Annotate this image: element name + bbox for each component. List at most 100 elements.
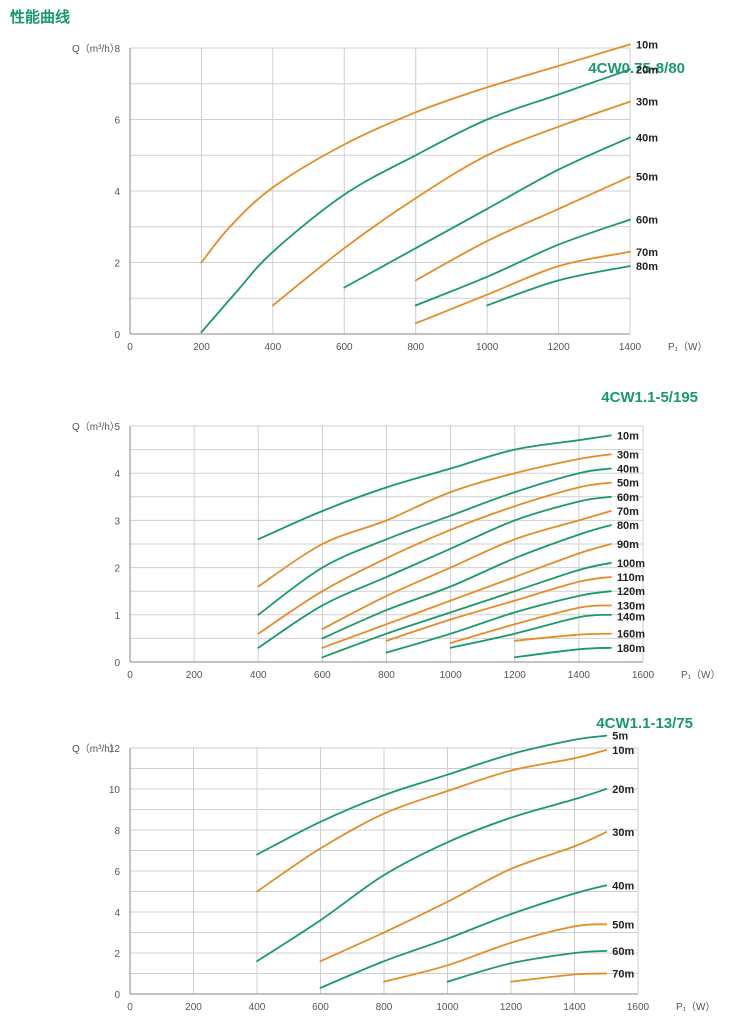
- chart-title: 4CW1.1-5/195: [601, 389, 698, 406]
- series-label-10m: 10m: [636, 39, 658, 51]
- series-line-40m: [257, 467, 612, 616]
- series-line-90m: [321, 543, 612, 649]
- series-label-80m: 80m: [636, 261, 658, 273]
- series-line-100m: [321, 562, 612, 659]
- x-tick-label: 1400: [619, 342, 642, 353]
- series-label-70m: 70m: [612, 969, 634, 981]
- series-label-110m: 110m: [617, 572, 645, 584]
- x-tick-label: 600: [314, 670, 331, 681]
- series-line-60m: [414, 218, 631, 307]
- y-tick-label: 2: [114, 259, 120, 270]
- y-tick-label: 12: [109, 744, 121, 755]
- x-tick-label: 0: [127, 1002, 133, 1013]
- y-axis-label: Q（m³/h）: [72, 43, 120, 55]
- x-tick-label: 1000: [476, 342, 499, 353]
- series-label-40m: 40m: [636, 132, 658, 144]
- chart-4cw075: 0 200 400 600 800 1000 1200 1400 0 2 4 6 8Q（m³/h） P₁（…: [72, 39, 707, 353]
- series-label-140m: 140m: [617, 611, 645, 623]
- x-tick-label: 200: [185, 1002, 202, 1013]
- x-tick-label: 0: [127, 670, 133, 681]
- series-label-130m: 130m: [617, 600, 645, 612]
- series-line-80m: [486, 265, 631, 307]
- x-tick-label: 800: [378, 670, 395, 681]
- series-line-30m: [319, 831, 608, 963]
- x-tick-label: 200: [186, 670, 203, 681]
- series-line-180m: [513, 646, 612, 659]
- x-tick-label: 1600: [632, 670, 655, 681]
- x-tick-label: 1000: [436, 1002, 459, 1013]
- x-tick-label: 1200: [504, 670, 527, 681]
- series-line-50m: [414, 175, 631, 282]
- y-tick-label: 8: [114, 826, 120, 837]
- series-line-160m: [513, 632, 612, 642]
- series-label-30m: 30m: [617, 449, 639, 461]
- series-label-40m: 40m: [612, 880, 634, 892]
- y-tick-label: 5: [114, 422, 120, 433]
- x-tick-label: 1400: [563, 1002, 586, 1013]
- x-axis-label: P₁（W）: [681, 669, 720, 681]
- series-line-20m: [256, 788, 608, 963]
- y-tick-label: 3: [114, 516, 120, 527]
- series-label-180m: 180m: [617, 643, 645, 655]
- series-line-130m: [449, 604, 612, 644]
- x-tick-label: 1000: [440, 670, 463, 681]
- y-tick-label: 4: [114, 187, 120, 198]
- series-line-70m: [321, 510, 612, 630]
- series-line-40m: [319, 884, 608, 989]
- series-label-10m: 10m: [617, 430, 639, 442]
- grid: [129, 747, 639, 995]
- series-label-10m: 10m: [612, 745, 634, 757]
- series-line-10m: [256, 749, 608, 893]
- grid: [129, 47, 631, 335]
- y-tick-label: 6: [114, 867, 120, 878]
- series-line-40m: [343, 136, 631, 289]
- page-title: 性能曲线: [10, 8, 71, 26]
- series-line-70m: [510, 972, 608, 983]
- y-tick-label: 2: [114, 949, 120, 960]
- series-line-50m: [257, 481, 612, 635]
- series-line-10m: [200, 43, 631, 264]
- series-line-30m: [272, 100, 631, 307]
- series-label-80m: 80m: [617, 520, 639, 532]
- series-line-5m: [256, 734, 608, 856]
- series-label-40m: 40m: [617, 463, 639, 475]
- y-tick-label: 4: [114, 469, 120, 480]
- series-label-20m: 20m: [612, 784, 634, 796]
- x-tick-label: 1200: [547, 342, 570, 353]
- series-label-90m: 90m: [617, 539, 639, 551]
- y-tick-label: 1: [114, 611, 120, 622]
- y-tick-label: 2: [114, 564, 120, 575]
- series-label-50m: 50m: [636, 172, 658, 184]
- series-line-70m: [414, 250, 631, 325]
- x-tick-label: 1400: [568, 670, 591, 681]
- series-line-110m: [385, 576, 612, 642]
- x-axis-label: P₁（W）: [668, 341, 707, 353]
- x-tick-label: 800: [376, 1002, 393, 1013]
- series-line-80m: [321, 524, 612, 640]
- x-tick-label: 400: [249, 1002, 266, 1013]
- x-tick-label: 1600: [627, 1002, 650, 1013]
- x-tick-label: 200: [193, 342, 210, 353]
- series-label-50m: 50m: [612, 919, 634, 931]
- series-label-5m: 5m: [612, 731, 628, 743]
- y-tick-label: 0: [114, 990, 120, 1001]
- x-tick-label: 600: [336, 342, 353, 353]
- series-line-60m: [257, 495, 612, 649]
- series-line-50m: [383, 923, 608, 983]
- chart-4cw11-13: 0 200 400 600 800 1000 1200 1400 1600 0 2 4 6 8 10 12Q（…: [72, 715, 715, 1013]
- series-label-50m: 50m: [617, 478, 639, 490]
- y-tick-label: 0: [114, 330, 120, 341]
- series-line-30m: [257, 453, 612, 588]
- series-label-70m: 70m: [617, 506, 639, 518]
- chart-4cw11-5: 0 200 400 600 800 1000 1200 1400 1600 0 1 2 3 4 5Q（m³/…: [72, 389, 720, 681]
- y-tick-label: 4: [114, 908, 120, 919]
- series-line-140m: [449, 613, 612, 649]
- y-tick-label: 8: [114, 44, 120, 55]
- y-tick-label: 10: [109, 785, 121, 796]
- y-tick-label: 6: [114, 116, 120, 127]
- series-line-60m: [446, 950, 608, 983]
- series-label-20m: 20m: [636, 64, 658, 76]
- x-tick-label: 800: [407, 342, 424, 353]
- x-tick-label: 600: [312, 1002, 329, 1013]
- series-line-20m: [200, 68, 631, 334]
